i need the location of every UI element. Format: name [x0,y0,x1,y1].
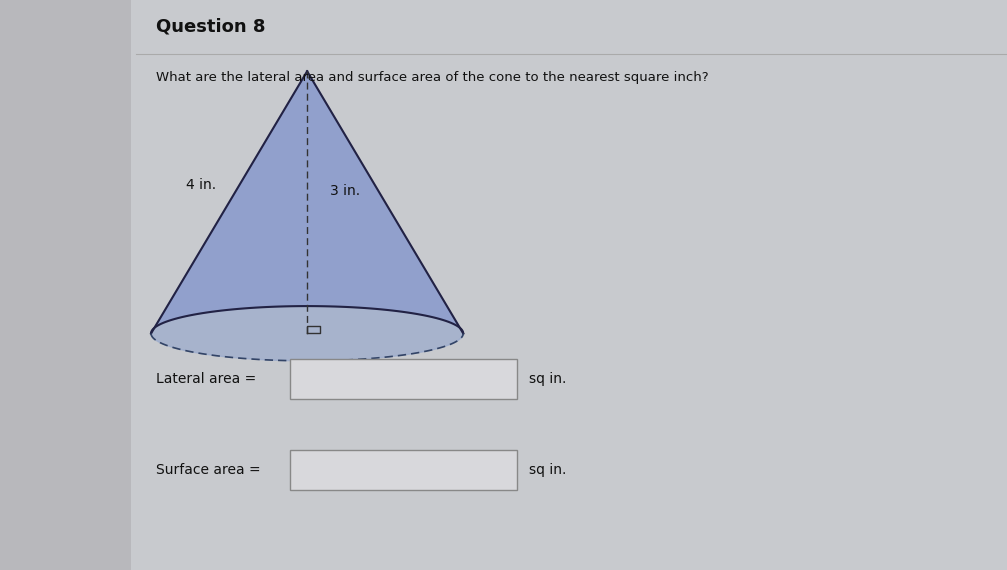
Text: Question 8: Question 8 [156,17,266,35]
Text: What are the lateral area and surface area of the cone to the nearest square inc: What are the lateral area and surface ar… [156,71,709,84]
FancyBboxPatch shape [290,359,517,399]
Polygon shape [151,306,463,361]
Text: sq in.: sq in. [529,463,566,477]
Polygon shape [151,71,463,333]
Text: 4 in.: 4 in. [186,178,217,192]
Text: sq in.: sq in. [529,372,566,386]
Text: Lateral area =: Lateral area = [156,372,257,386]
Text: Surface area =: Surface area = [156,463,261,477]
Text: 3 in.: 3 in. [330,184,361,198]
FancyBboxPatch shape [290,450,517,490]
